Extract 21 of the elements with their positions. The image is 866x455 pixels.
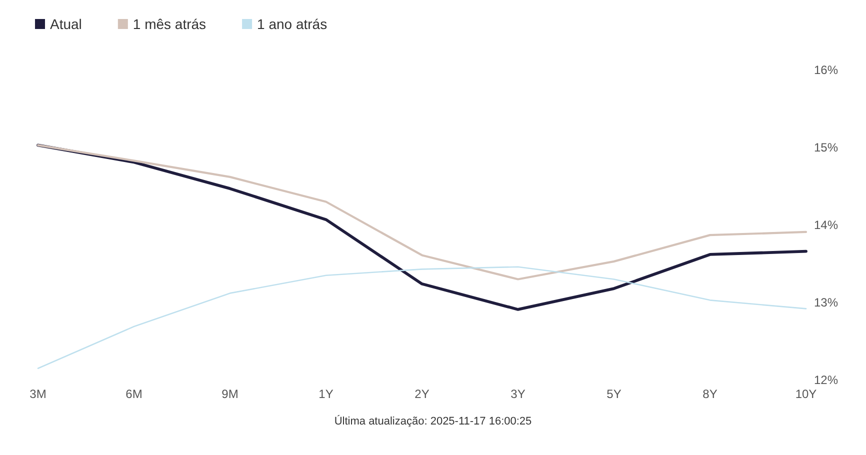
x-tick-label: 8Y [702,387,718,401]
y-tick-label: 13% [814,296,838,310]
legend-label: 1 ano atrás [257,16,328,32]
line-series [36,144,808,311]
legend-label: 1 mês atrás [132,16,206,32]
line-series [37,266,807,370]
x-tick-label: 3M [30,387,46,401]
x-tick-label: 1Y [318,387,334,401]
y-tick-label: 15% [814,140,838,154]
x-tick-label: 5Y [606,387,622,401]
y-tick-label: 16% [814,63,838,77]
y-tick-label: 14% [814,218,838,232]
x-tick-label: 10Y [795,387,817,401]
x-tick-label: 9M [222,387,238,401]
x-tick-label: 3Y [510,387,526,401]
line-series [36,144,808,280]
text: Última atualização: 2025-11-17 16:00:25 [334,414,532,428]
y-tick-label: 12% [814,373,838,387]
x-tick-label: 2Y [414,387,430,401]
x-tick-label: 6M [126,387,142,401]
legend-label: Atual [50,16,82,32]
